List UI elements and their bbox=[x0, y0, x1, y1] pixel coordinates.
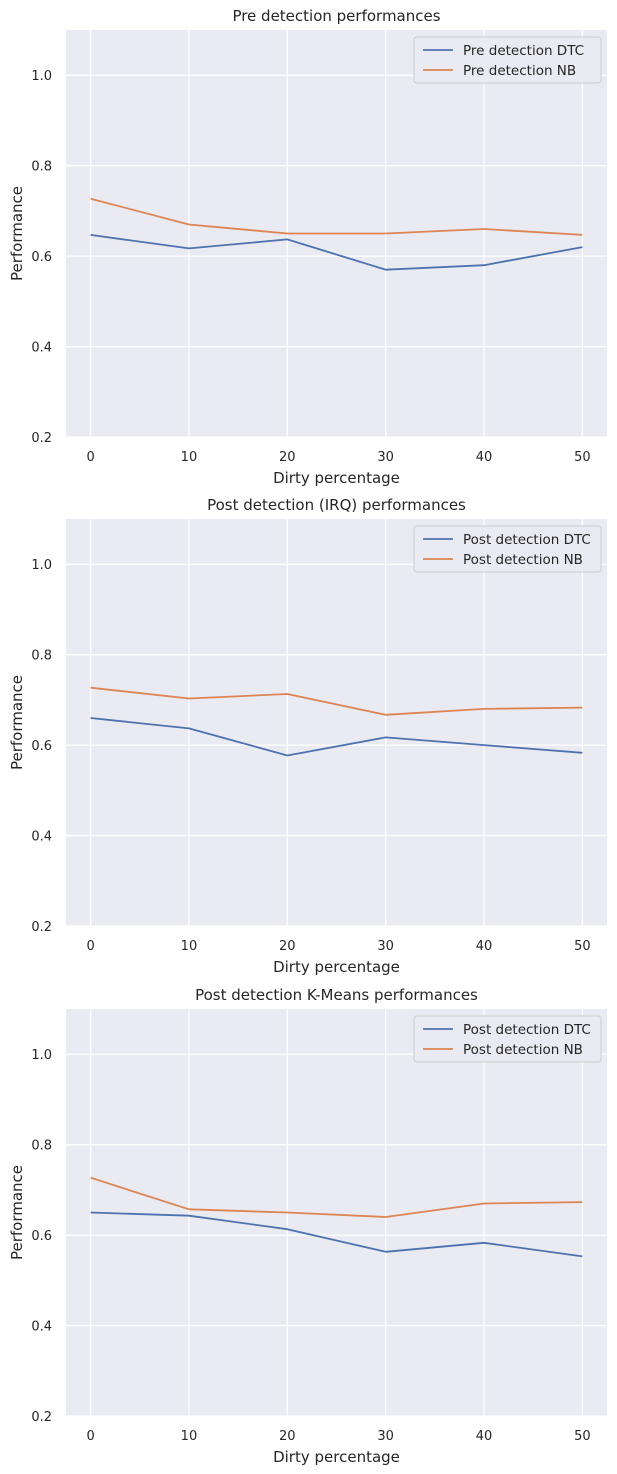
x-tick-label: 30 bbox=[377, 939, 394, 954]
series-line-1 bbox=[90, 717, 583, 757]
legend-box bbox=[413, 36, 602, 84]
series-line-1 bbox=[90, 234, 583, 271]
x-tick-label: 0 bbox=[86, 1429, 94, 1444]
x-tick-label: 30 bbox=[377, 1429, 394, 1444]
legend-entry: Post detection NB bbox=[463, 1042, 583, 1058]
legend-box bbox=[413, 1015, 602, 1063]
x-tick-label: 40 bbox=[476, 450, 493, 465]
x-tick-label: 50 bbox=[574, 939, 591, 954]
y-tick-label: 1.0 bbox=[31, 1048, 52, 1063]
legend-entry: Post detection DTC bbox=[463, 532, 591, 548]
x-tick-label: 10 bbox=[181, 1429, 198, 1444]
chart-1: 0 10 20 30 40 50 0.2 0.4 0.6 0.8 1.0 Pre detection … bbox=[8, 7, 607, 487]
plot-area bbox=[66, 519, 607, 926]
legend-entry: Pre detection DTC bbox=[463, 43, 584, 59]
legend: Pre detection DTC Pre detection NB bbox=[413, 36, 602, 84]
series-line-2 bbox=[90, 197, 583, 236]
y-tick-label: 0.6 bbox=[31, 250, 52, 265]
legend: Post detection DTC Post detection NB bbox=[413, 525, 602, 573]
y-tick-label: 0.8 bbox=[31, 649, 52, 664]
x-tick-label: 0 bbox=[86, 450, 94, 465]
chart-3: 0 10 20 30 40 50 0.2 0.4 0.6 0.8 1.0 Post detection… bbox=[8, 986, 607, 1466]
legend: Post detection DTC Post detection NB bbox=[413, 1015, 602, 1063]
x-tick-label: 50 bbox=[574, 450, 591, 465]
x-tick-label: 30 bbox=[377, 450, 394, 465]
x-axis-label: Dirty percentage bbox=[273, 469, 400, 487]
y-axis-label: Performance bbox=[8, 186, 26, 281]
chart-title: Pre detection performances bbox=[232, 7, 440, 25]
y-tick-label: 0.2 bbox=[31, 431, 52, 446]
series-line-2 bbox=[90, 1176, 583, 1218]
x-tick-label: 10 bbox=[181, 450, 198, 465]
x-tick-label: 40 bbox=[476, 1429, 493, 1444]
y-tick-label: 0.4 bbox=[31, 830, 52, 845]
x-tick-label: 20 bbox=[279, 939, 296, 954]
legend-entry: Post detection DTC bbox=[463, 1022, 591, 1038]
y-axis-label: Performance bbox=[8, 1165, 26, 1260]
legend-entry: Pre detection NB bbox=[463, 63, 576, 79]
x-tick-label: 20 bbox=[279, 450, 296, 465]
series-line-2 bbox=[90, 686, 583, 716]
legend-entry: Post detection NB bbox=[463, 552, 583, 568]
y-tick-label: 0.6 bbox=[31, 739, 52, 754]
y-tick-label: 1.0 bbox=[31, 69, 52, 84]
y-tick-label: 1.0 bbox=[31, 558, 52, 573]
x-tick-label: 40 bbox=[476, 939, 493, 954]
legend-box bbox=[413, 525, 602, 573]
chart-title: Post detection (IRQ) performances bbox=[207, 496, 466, 514]
y-tick-label: 0.8 bbox=[31, 1139, 52, 1154]
y-axis-label: Performance bbox=[8, 675, 26, 770]
y-tick-label: 0.4 bbox=[31, 341, 52, 356]
y-tick-label: 0.4 bbox=[31, 1320, 52, 1335]
x-axis-label: Dirty percentage bbox=[273, 1448, 400, 1466]
x-tick-label: 10 bbox=[181, 939, 198, 954]
y-tick-label: 0.8 bbox=[31, 160, 52, 175]
x-tick-label: 0 bbox=[86, 939, 94, 954]
y-tick-label: 0.6 bbox=[31, 1229, 52, 1244]
plot-area bbox=[66, 1009, 607, 1416]
y-tick-label: 0.2 bbox=[31, 1410, 52, 1425]
series-line-1 bbox=[90, 1211, 583, 1258]
y-tick-label: 0.2 bbox=[31, 920, 52, 935]
chart-2: 0 10 20 30 40 50 0.2 0.4 0.6 0.8 1.0 Post detection… bbox=[8, 496, 607, 976]
chart-title: Post detection K-Means performances bbox=[195, 986, 478, 1004]
x-axis-label: Dirty percentage bbox=[273, 958, 400, 976]
x-tick-label: 20 bbox=[279, 1429, 296, 1444]
x-tick-label: 50 bbox=[574, 1429, 591, 1444]
